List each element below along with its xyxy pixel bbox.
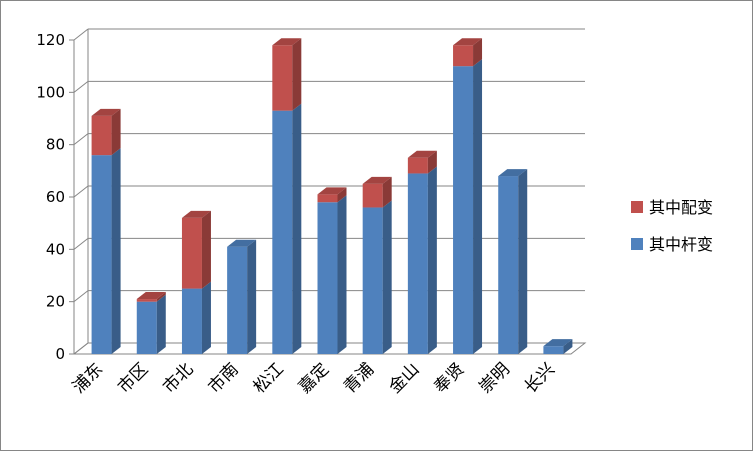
x-tick-label: 浦东 [69,359,107,397]
y-tick-label: 80 [46,136,65,154]
bar-segment-side [337,195,347,354]
bar-segment-side [427,150,437,174]
y-tick-label: 100 [36,83,65,101]
bar-segment-top [272,38,302,46]
bar-segment [407,173,428,354]
bar-stack [91,108,121,354]
x-tick-label: 奉贤 [430,359,468,397]
bar-segment [181,288,202,354]
y-tick-label: 40 [46,240,65,258]
bar-segment [362,183,383,208]
bar-segment [227,246,248,354]
bar-segment-side [201,210,211,289]
bar-segment-side [563,339,573,354]
bar-segment-side [292,103,302,355]
bar-stack [181,210,211,354]
bar-segment-side [156,294,166,354]
bar-segment [136,301,157,354]
bar-segment-side [473,38,483,67]
bar-segment-side [111,108,121,156]
x-tick-label: 市区 [114,359,152,397]
legend-item: 其中配变 [631,198,713,217]
bar-stack [498,169,528,354]
y-tick-label: 20 [46,293,65,311]
bar-stack [227,239,257,354]
bar-stack [317,187,347,354]
bar-segment-side [201,281,211,354]
bar-stack [407,150,437,354]
bar-segment [136,299,157,302]
y-tick-label: 120 [36,31,65,49]
bar-segment-top [407,150,437,158]
bar-segment-top [543,339,573,347]
y-tick-label: 0 [55,345,65,363]
bar-segment-side [382,200,392,354]
bar-segment [91,115,112,156]
x-tick-label: 嘉定 [295,359,333,397]
x-tick-label: 崇明 [476,359,514,397]
x-tick-label: 市南 [204,359,242,397]
legend-swatch [631,238,643,250]
bar-segment-top [317,187,347,195]
bar-segment-top [362,176,392,184]
legend-label: 其中配变 [649,198,713,217]
gridline-side [73,133,89,146]
bar-stack [543,339,573,354]
gridline-side [73,290,89,303]
bar-segment-side [337,187,347,203]
legend-label: 其中杆变 [649,235,713,254]
bar-stack [136,292,166,354]
bar-segment [362,207,383,354]
gridline-side [73,185,89,198]
gridline-side [73,28,89,41]
gridline-side [73,80,89,93]
legend-item: 其中杆变 [631,235,713,254]
legend-swatch [631,201,643,213]
gridline-side [73,237,89,250]
bar-segment-side [156,292,166,302]
bar-segment-top [498,169,528,177]
bar-segment [543,346,564,354]
y-tick-label: 60 [46,188,65,206]
gridline-side [73,342,89,355]
bar-segment [317,202,338,354]
bar-segment-top [181,210,211,218]
bar-segment-top [453,38,483,46]
bar-segment-side [518,169,528,354]
bar-stack [362,176,392,354]
bar-segment [453,66,474,355]
bar-segment-side [247,239,257,354]
bar-segment-side [111,148,121,354]
bar-segment-side [427,166,437,354]
bar-segment [498,176,519,354]
bar-segment-side [292,38,302,111]
bar-segment [453,45,474,67]
x-tick-label: 松江 [250,359,288,397]
x-tick-label: 金山 [385,359,423,397]
x-tick-label: 青浦 [340,359,378,397]
bar-segment-side [382,176,392,208]
x-tick-label: 长兴 [521,359,559,397]
bar-segment-top [227,239,257,247]
bar-segment-top [91,108,121,116]
bar-segment [317,194,338,203]
bar-stack [272,38,302,355]
bar-segment [407,157,428,174]
bar-segment [181,217,202,289]
bar-segment [91,155,112,354]
bar-stack [453,38,483,355]
bar-segment-side [473,59,483,355]
x-tick-label: 市北 [159,359,197,397]
bar-segment [272,110,293,355]
bar-segment-top [136,292,166,300]
bar-segment [272,45,293,111]
